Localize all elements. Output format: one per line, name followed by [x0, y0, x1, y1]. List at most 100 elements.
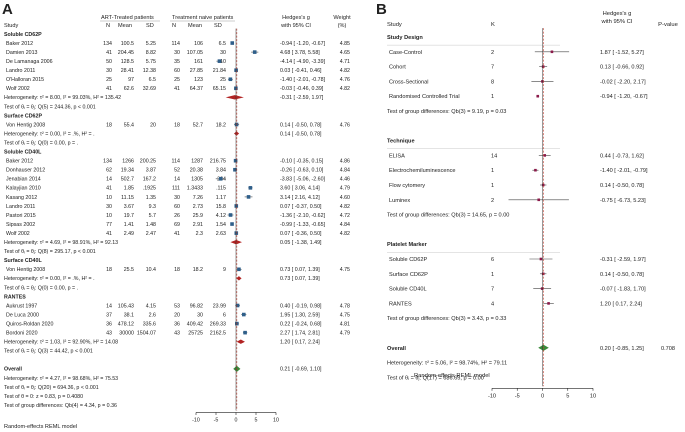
ci-text: 0.13 [ -0.66, 0.92]	[600, 65, 644, 71]
cell-s1: 335.6	[143, 321, 156, 327]
ci-text: 0.14 [ -0.50, 0.78]	[600, 183, 644, 189]
study-label: Soluble CD62P	[389, 257, 428, 263]
cell-w: 4.71	[340, 59, 350, 65]
effect-marker	[234, 231, 239, 235]
panel-b: B Hedges's g Study K with 95% CI P-value…	[376, 1, 678, 399]
group-header: Soluble CD62P	[4, 32, 42, 38]
study-label: Electrochemiluminescence	[389, 168, 456, 174]
panel-b-k-header: K	[491, 22, 495, 28]
x-axis-tick-label: 0	[541, 393, 544, 399]
cell-m1: 25.5	[124, 267, 134, 273]
test-note: Test of θᵢ = θⱼ: Q(5) = 244.36, p < 0.00…	[4, 104, 96, 110]
x-axis-tick-label: 5	[255, 417, 258, 423]
cell-m2: 409.42	[187, 321, 203, 327]
cell-m2: 1.3433	[187, 186, 203, 192]
study-label: Pastori 2015	[6, 213, 36, 219]
x-axis-tick-label: 10	[590, 393, 596, 399]
cell-s2: 65.15	[213, 86, 226, 92]
cell-m1: 105.43	[118, 303, 134, 309]
cell-w: 4.78	[340, 303, 350, 309]
cell-n1: 41	[106, 50, 112, 56]
test-note: Test of θᵢ = θⱼ: Q(8) = 295.17, p < 0.00…	[4, 249, 96, 255]
panel-a-sd2-header: SD	[214, 23, 222, 29]
cell-m2: 7.26	[193, 195, 203, 201]
group-header: Surface CD62P	[4, 113, 42, 119]
cell-m2: 123	[194, 77, 203, 83]
study-label: Landro 2011	[6, 204, 35, 210]
cell-n2: 18	[174, 122, 180, 128]
ci-text: -0.26 [ -0.63, 0.10]	[280, 168, 324, 174]
cell-w: 4.72	[340, 213, 350, 219]
cell-w: 4.65	[340, 50, 350, 56]
cell-n1: 134	[103, 159, 112, 165]
cell-m2: 18.2	[193, 267, 203, 273]
ci-text: 0.21 [ -0.69, 1.10]	[280, 367, 322, 373]
cell-n2: 30	[174, 195, 180, 201]
cell-s1: .1925	[143, 186, 156, 192]
cell-m2: 25725	[188, 331, 203, 337]
cell-n1: 18	[106, 267, 112, 273]
effect-marker	[541, 65, 545, 68]
study-label: O'Halloran 2015	[6, 77, 44, 83]
cell-n2: 18	[174, 267, 180, 273]
ci-text: -4.14 [ -4.90, -3.39]	[280, 59, 326, 65]
cell-w: 4.79	[340, 331, 350, 337]
ci-text: -1.40 [ -2.01, -0.79]	[600, 168, 648, 174]
test-note: Test of θᵢ = θⱼ: Q(0) = 0.00, p = .	[4, 140, 78, 146]
cell-n2: 41	[174, 231, 180, 237]
cell-s2: 18.2	[216, 122, 226, 128]
cell-s1: 4.15	[146, 303, 156, 309]
cell-m2: 64.37	[190, 86, 203, 92]
effect-marker	[242, 312, 246, 317]
cell-s1: 1504.07	[137, 331, 156, 337]
cell-n1: 25	[106, 77, 112, 83]
ci-text: 0.03 [ -0.41, 0.46]	[280, 68, 322, 74]
cell-s2: 4.12	[216, 213, 226, 219]
effect-marker	[228, 77, 233, 82]
ci-text: 0.14 [ -0.50, 0.78]	[600, 272, 644, 278]
cell-n2: 53	[174, 303, 180, 309]
cell-m2: 106	[194, 41, 203, 47]
study-label: Baker 2012	[6, 41, 33, 47]
cell-s1: 9.3	[149, 204, 156, 210]
panel-a-n1-header: N	[106, 23, 110, 29]
cell-m2: 107.05	[187, 50, 203, 56]
cell-n2: 69	[174, 222, 180, 228]
study-label: De Luca 2000	[6, 312, 39, 318]
cell-s2: 21.84	[213, 68, 226, 74]
ci-text: 0.73 [ 0.07, 1.39]	[280, 267, 320, 273]
cell-s2: 3.84	[216, 168, 226, 174]
cell-m2: 2.73	[193, 204, 203, 210]
test-note: Test of group differences: Qb(3) = 3.43,…	[387, 316, 506, 322]
cell-s1: 32.69	[143, 86, 156, 92]
effect-marker	[217, 59, 222, 63]
study-label: Wolf 2002	[6, 231, 30, 237]
cell-m1: 1.85	[124, 186, 134, 192]
cell-n2: 43	[174, 331, 180, 337]
cell-m1: 19.34	[121, 168, 134, 174]
cell-n2: 60	[174, 68, 180, 74]
cell-n2: 25	[174, 77, 180, 83]
cell-m1: 502.7	[121, 177, 134, 183]
study-label: Cross-Sectional	[389, 79, 428, 85]
cell-k: 8	[491, 79, 494, 85]
cell-n1: 30	[106, 204, 112, 210]
cell-m1: 30000	[119, 331, 134, 337]
cell-w: 4.76	[340, 77, 350, 83]
effect-marker	[547, 302, 550, 305]
panel-a-n2-header: N	[172, 23, 176, 29]
panel-a-effect-header-1: Hedges's g	[282, 15, 310, 21]
effect-marker	[237, 267, 241, 272]
cell-s2: 23.99	[213, 303, 226, 309]
cell-w: 4.60	[340, 195, 350, 201]
ci-text: 0.07 [ -0.37, 0.50]	[280, 204, 322, 210]
heterogeneity-label: Heterogeneity: τ² = 0.00, I² = .%, H² = …	[4, 131, 95, 137]
ci-text: 0.73 [ 0.07, 1.39]	[280, 276, 320, 282]
study-label: Kasang 2012	[6, 195, 37, 201]
cell-n2: 26	[174, 213, 180, 219]
cell-s1: 3.87	[146, 168, 156, 174]
cell-k: 2	[491, 198, 494, 204]
cell-s1: 6.5	[149, 77, 156, 83]
panel-b-study-header: Study	[387, 22, 402, 28]
